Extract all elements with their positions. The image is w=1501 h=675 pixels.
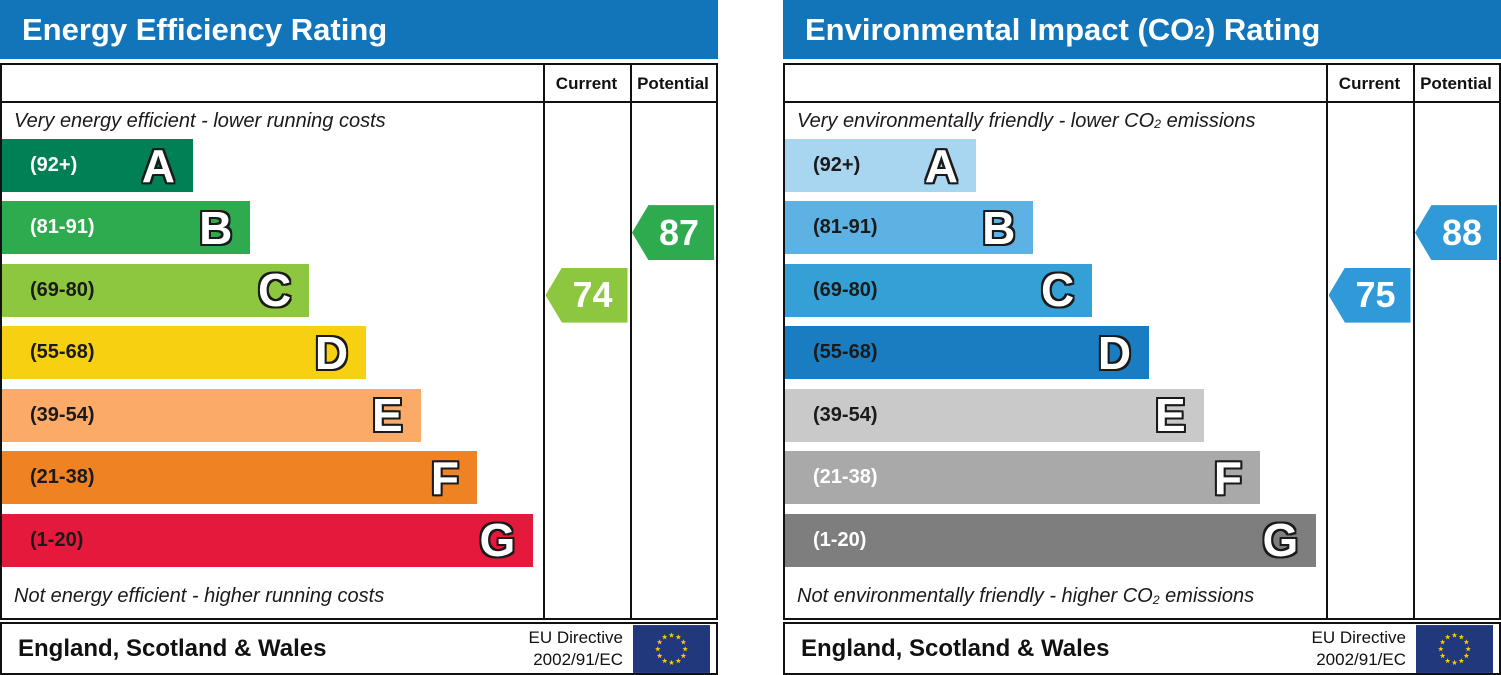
- caption-top-subscript: 2: [1154, 116, 1162, 131]
- band-a: (92+) A: [2, 139, 193, 192]
- potential-column-divider: [630, 65, 716, 618]
- footer-region: England, Scotland & Wales: [18, 634, 327, 662]
- band-c-range: (69-80): [30, 278, 95, 301]
- current-rating-value: 74: [572, 274, 613, 316]
- band-a-range: (92+): [813, 154, 861, 176]
- footer-region: England, Scotland & Wales: [801, 634, 1110, 662]
- band-a-letter: A: [141, 139, 175, 192]
- eu-directive-line1: EU Directive: [528, 628, 623, 648]
- current-rating-arrow: 74: [545, 267, 628, 323]
- band-a-range: (92+): [30, 154, 78, 176]
- band-c: (69-80) C: [785, 263, 1093, 317]
- band-f-letter: F: [1213, 451, 1242, 504]
- caption-top-text: Very environmentally friendly - lower CO: [797, 109, 1155, 132]
- band-g-range: (1-20): [30, 528, 84, 551]
- current-column-header: Current: [1338, 74, 1401, 93]
- eu-directive-label: EU Directive 2002/91/EC: [1312, 627, 1406, 670]
- band-b-letter: B: [199, 201, 233, 254]
- current-column-header: Current: [555, 74, 618, 93]
- panel-footer: England, Scotland & Wales EU Directive 2…: [0, 622, 718, 675]
- caption-bottom-subscript: 2: [1152, 592, 1160, 607]
- band-e: (39-54) E: [785, 388, 1204, 442]
- band-e-range: (39-54): [30, 403, 95, 426]
- current-column-divider: [1326, 65, 1413, 618]
- band-c-letter: C: [258, 264, 292, 317]
- band-a: (92+) A: [785, 139, 976, 192]
- current-column-divider: [543, 65, 630, 618]
- band-b-range: (81-91): [813, 216, 878, 239]
- band-f-range: (21-38): [30, 466, 95, 489]
- band-c-letter: C: [1041, 264, 1075, 317]
- band-g-letter: G: [1262, 514, 1299, 567]
- potential-rating-value: 87: [658, 211, 700, 253]
- current-rating-arrow: 75: [1328, 267, 1411, 323]
- panel-title: Environmental Impact (CO 2) Rating: [783, 0, 1501, 59]
- band-f-letter: F: [430, 451, 459, 504]
- band-g: (1-20) G: [2, 513, 534, 567]
- caption-top-text-end: emissions: [1161, 109, 1256, 132]
- band-f: (21-38) F: [2, 451, 477, 505]
- band-g-range: (1-20): [813, 528, 867, 551]
- caption-bottom-text-end: emissions: [1159, 585, 1255, 608]
- band-g-letter: G: [479, 514, 516, 567]
- panel-title-text-end: ) Rating: [1204, 11, 1321, 47]
- eu-flag-icon: [633, 624, 710, 673]
- header-divider: [785, 65, 1499, 103]
- header-divider: [2, 65, 716, 103]
- band-b: (81-91) B: [785, 201, 1034, 255]
- eu-directive-line1: EU Directive: [1311, 628, 1406, 648]
- caption-top-text: Very energy efficient - lower running co…: [14, 109, 386, 132]
- eu-directive-label: EU Directive 2002/91/EC: [529, 627, 623, 670]
- band-b-range: (81-91): [30, 216, 95, 239]
- energy-efficiency-panel: Energy Efficiency Rating Current Potenti…: [0, 0, 718, 675]
- current-rating-value: 75: [1355, 274, 1396, 316]
- caption-top: Very energy efficient - lower running co…: [2, 103, 543, 139]
- eu-flag-icon: [1416, 624, 1493, 673]
- band-e-letter: E: [1155, 389, 1186, 442]
- caption-bottom: Not environmentally friendly - higher CO…: [785, 576, 1326, 618]
- band-d-letter: D: [1097, 326, 1132, 379]
- potential-rating-arrow: 88: [1415, 205, 1497, 261]
- panel-title-subscript: 2: [1194, 22, 1205, 44]
- rating-table: Current Potential Very environmentally f…: [783, 63, 1501, 620]
- band-a-letter: A: [924, 139, 958, 192]
- band-f: (21-38) F: [785, 451, 1260, 505]
- band-d-letter: D: [314, 326, 349, 379]
- band-c: (69-80) C: [2, 263, 310, 317]
- eu-directive-line2: 2002/91/EC: [533, 649, 623, 669]
- rating-table: Current Potential Very energy efficient …: [0, 63, 718, 620]
- band-e: (39-54) E: [2, 388, 421, 442]
- band-d: (55-68) D: [2, 326, 367, 380]
- band-d: (55-68) D: [785, 326, 1150, 380]
- band-b: (81-91) B: [2, 201, 251, 255]
- band-c-range: (69-80): [813, 278, 878, 301]
- band-e-range: (39-54): [813, 403, 878, 426]
- environmental-impact-panel: Environmental Impact (CO 2) Rating Curren…: [783, 0, 1501, 675]
- panel-footer: England, Scotland & Wales EU Directive 2…: [783, 622, 1501, 675]
- caption-top: Very environmentally friendly - lower CO…: [785, 103, 1326, 139]
- panel-title-text: Environmental Impact (CO: [805, 11, 1195, 47]
- panel-title-text: Energy Efficiency Rating: [22, 11, 388, 47]
- band-e-letter: E: [372, 389, 403, 442]
- caption-bottom-text: Not environmentally friendly - higher CO: [797, 585, 1153, 608]
- band-f-range: (21-38): [813, 466, 878, 489]
- band-d-range: (55-68): [813, 341, 878, 364]
- caption-bottom-text: Not energy efficient - higher running co…: [14, 585, 385, 608]
- panel-title: Energy Efficiency Rating: [0, 0, 718, 59]
- band-g: (1-20) G: [785, 513, 1317, 567]
- potential-column-header: Potential: [1420, 74, 1492, 93]
- eu-directive-line2: 2002/91/EC: [1316, 649, 1406, 669]
- caption-bottom: Not energy efficient - higher running co…: [2, 576, 543, 618]
- potential-column-divider: [1413, 65, 1499, 618]
- potential-rating-arrow: 87: [632, 205, 714, 261]
- potential-column-header: Potential: [637, 74, 709, 93]
- potential-rating-value: 88: [1441, 211, 1483, 253]
- band-d-range: (55-68): [30, 341, 95, 364]
- band-b-letter: B: [982, 201, 1016, 254]
